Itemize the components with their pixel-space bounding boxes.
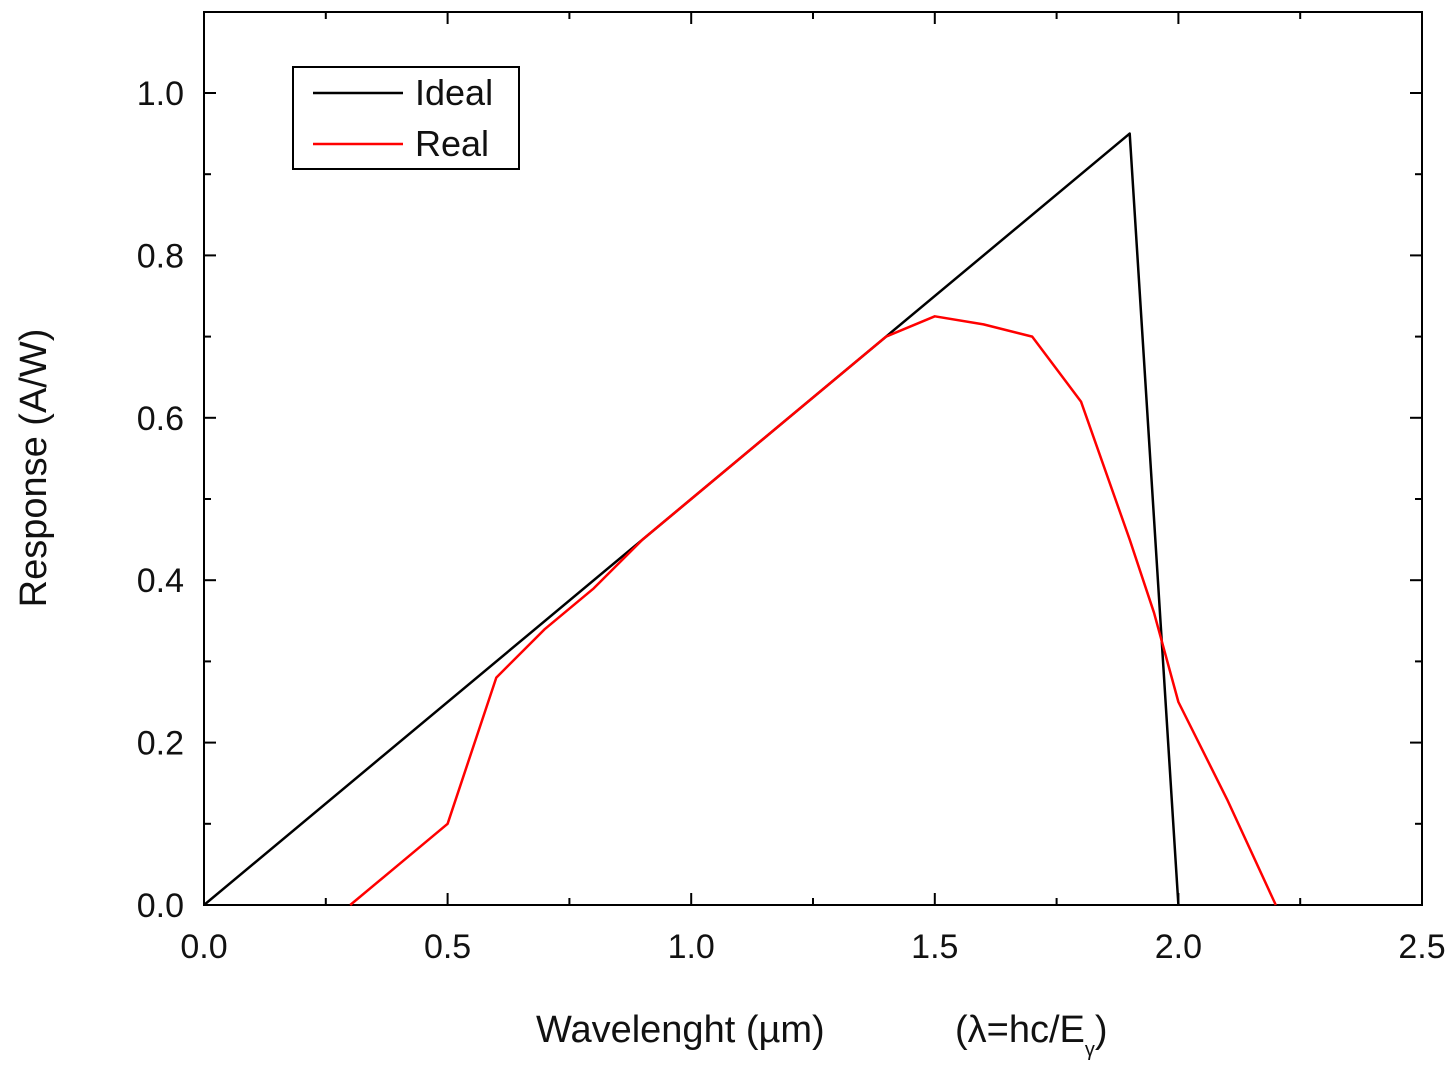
x-tick-label: 0.0 bbox=[180, 928, 227, 966]
legend-label-real: Real bbox=[415, 123, 489, 164]
x-tick-label: 2.5 bbox=[1398, 928, 1445, 966]
y-tick-label: 0.8 bbox=[137, 237, 184, 275]
series-line-ideal bbox=[203, 132, 1180, 906]
y-axis-title: Response (A/W) bbox=[13, 329, 55, 608]
y-tick-label: 0.0 bbox=[137, 887, 184, 925]
series-line-real bbox=[349, 315, 1277, 906]
y-tick-label: 0.2 bbox=[137, 725, 184, 763]
x-tick-label: 1.0 bbox=[668, 928, 715, 966]
x-axis-formula-close: ) bbox=[1095, 1009, 1108, 1051]
x-axis-formula-subscript: γ bbox=[1085, 1039, 1095, 1061]
x-axis-formula: (λ=hc/Eγ) bbox=[955, 1009, 1108, 1061]
y-tick-label: 0.6 bbox=[137, 400, 184, 438]
series-layer bbox=[203, 132, 1277, 906]
x-axis-formula-main: (λ=hc/E bbox=[955, 1009, 1085, 1051]
x-tick-label: 0.5 bbox=[424, 928, 471, 966]
y-tick-labels: 0.0 0.2 0.4 0.6 0.8 1.0 bbox=[137, 75, 184, 925]
y-tick-label: 1.0 bbox=[137, 75, 184, 113]
x-tick-label: 1.5 bbox=[911, 928, 958, 966]
legend: Ideal Real bbox=[292, 66, 520, 170]
y-tick-label: 0.4 bbox=[137, 562, 184, 600]
axis-ticks bbox=[203, 12, 1423, 906]
x-tick-label: 2.0 bbox=[1155, 928, 1202, 966]
legend-box bbox=[292, 66, 520, 170]
x-axis-title: Wavelenght (µm) bbox=[536, 1009, 825, 1051]
x-tick-labels: 0.0 0.5 1.0 1.5 2.0 2.5 bbox=[180, 928, 1445, 966]
legend-label-ideal: Ideal bbox=[415, 72, 493, 113]
